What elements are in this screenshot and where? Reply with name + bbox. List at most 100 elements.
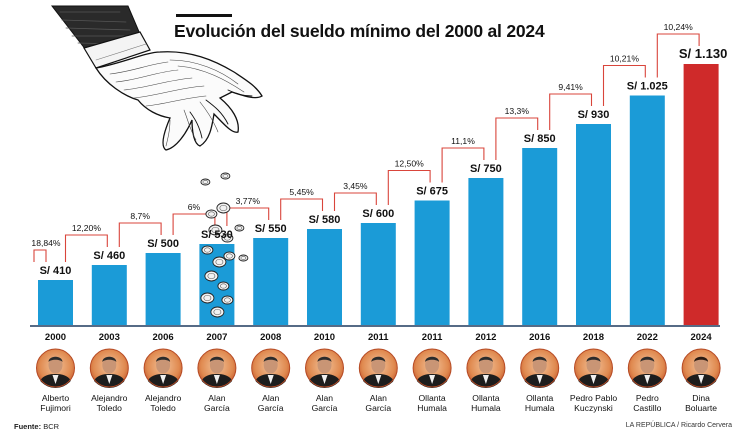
increase-label: 10,24% [664, 22, 694, 32]
president-name: Pedro Pablo [570, 393, 618, 403]
president-portrait-icon [305, 348, 344, 388]
president-name: García [258, 403, 284, 413]
increase-connector [118, 222, 162, 247]
increase-label: 12,50% [395, 159, 425, 169]
value-label: S/ 1.130 [679, 46, 727, 61]
president-name: Alejandro [91, 393, 128, 403]
president-portrait-icon [520, 348, 560, 388]
increase-connector [441, 147, 485, 183]
bar-2011 [360, 223, 396, 325]
increase-connector [549, 93, 593, 130]
president-name: Ollanta [472, 393, 499, 403]
president-portrait-icon [681, 348, 721, 388]
value-label: S/ 750 [470, 163, 502, 175]
coin-icon [212, 256, 227, 268]
president-name: Humala [525, 403, 555, 413]
value-label: S/ 410 [40, 265, 72, 277]
increase-label: 18,84% [31, 238, 61, 248]
credit-note: LA REPÚBLICA / Ricardo Cervera [625, 422, 732, 429]
increase-label: 3,45% [343, 181, 368, 191]
president-name: Toledo [150, 403, 176, 413]
increase-connector [656, 33, 700, 78]
president-name: García [312, 403, 338, 413]
coin-icon [220, 172, 231, 180]
year-label: 2012 [475, 332, 496, 343]
increase-label: 5,45% [289, 187, 314, 197]
coin-icon [208, 224, 223, 236]
year-label: 2016 [529, 332, 550, 343]
value-label: S/ 550 [255, 223, 287, 235]
increase-label: 8,7% [130, 211, 150, 221]
president-name: Kuczynski [574, 403, 613, 413]
increase-connector [387, 169, 431, 205]
president-name: Humala [417, 403, 447, 413]
president-name: Alan [316, 393, 333, 403]
bar-2006 [145, 253, 181, 325]
increase-label: 3,77% [236, 196, 261, 206]
increase-connector [495, 117, 539, 160]
value-label: S/ 675 [416, 186, 448, 198]
value-label: S/ 600 [362, 208, 394, 220]
coin-icon [200, 178, 211, 186]
bar-2008 [253, 238, 289, 325]
bar-2024 [683, 64, 719, 325]
increase-connector [333, 192, 377, 211]
hand-dropping-coins-illustration [50, 5, 263, 151]
year-label: 2011 [368, 332, 389, 343]
year-label: 2024 [691, 332, 713, 343]
president-portrait-icon [197, 348, 237, 388]
increase-connector [33, 249, 47, 262]
source-label: Fuente: [14, 422, 42, 431]
bar-2010 [307, 229, 342, 325]
coin-icon [216, 202, 231, 214]
president-name: Alan [208, 393, 225, 403]
bar-2003 [91, 265, 127, 325]
president-name: Alejandro [145, 393, 182, 403]
coin-icon [210, 306, 225, 318]
coin-icon [201, 245, 214, 255]
value-label: S/ 930 [578, 109, 610, 121]
coin-icon [221, 233, 234, 243]
bar-2011b [414, 200, 450, 325]
source-note: Fuente: BCR [14, 422, 59, 431]
president-name: Castillo [633, 403, 661, 413]
president-name: Ollanta [418, 393, 445, 403]
year-label: 2010 [314, 332, 335, 343]
value-label: S/ 500 [147, 238, 179, 250]
president-portrait-icon [574, 348, 613, 388]
coin-icon [223, 251, 236, 261]
president-name: Ollanta [526, 393, 553, 403]
increase-connector [64, 234, 108, 262]
bar-2022 [629, 95, 665, 325]
coin-icon [238, 254, 249, 262]
president-name: García [365, 403, 391, 413]
source-value: BCR [43, 422, 60, 431]
increase-label: 9,41% [558, 82, 583, 92]
president-portrait-icon [143, 348, 183, 388]
year-label: 2011 [422, 332, 443, 343]
president-name: Fujimori [40, 403, 71, 413]
value-label: S/ 530 [201, 229, 233, 241]
increase-connector [172, 213, 216, 235]
president-name: Alan [262, 393, 279, 403]
year-label: 2022 [637, 332, 658, 343]
bar-2000 [38, 280, 73, 325]
coin-icon [221, 295, 234, 305]
value-label: S/ 1.025 [627, 81, 668, 93]
year-label: 2000 [45, 332, 66, 343]
coin-icon [204, 270, 219, 282]
coin-icon [200, 292, 215, 304]
year-label: 2003 [99, 332, 120, 343]
president-name: Humala [471, 403, 501, 413]
falling-coins-group [200, 172, 249, 318]
president-name: Boluarte [685, 403, 717, 413]
increase-label: 13,3% [505, 106, 530, 116]
president-portrait-icon [358, 348, 398, 388]
president-name: García [204, 403, 230, 413]
increase-connector [280, 198, 324, 220]
president-portrait-icon [251, 348, 291, 388]
bar-2018 [576, 124, 611, 325]
coin-icon [205, 209, 218, 219]
title-accent-bar [176, 14, 232, 17]
